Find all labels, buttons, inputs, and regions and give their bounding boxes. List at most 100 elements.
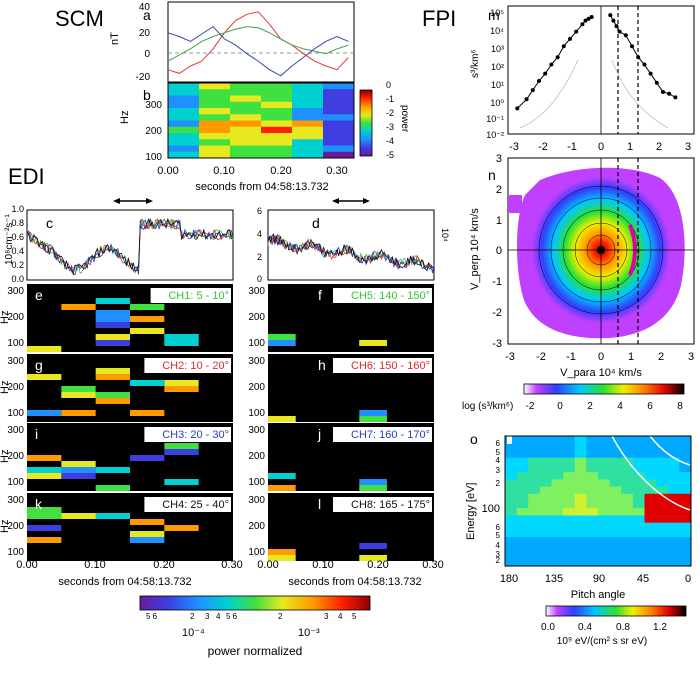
fpi-o-cell bbox=[609, 493, 622, 502]
fpi-o-cell bbox=[551, 515, 564, 524]
edi-spec-cell bbox=[359, 543, 387, 549]
scm-spec-cell bbox=[168, 89, 200, 96]
scm-spec-cell bbox=[261, 108, 293, 115]
fpi-o-cell bbox=[598, 486, 611, 495]
fpi-o-cell bbox=[609, 479, 622, 488]
fpi-title: FPI bbox=[422, 6, 456, 31]
fpi-o-cell bbox=[539, 443, 552, 451]
edi-channel-label-bg bbox=[144, 427, 231, 442]
fpi-o-cell bbox=[609, 436, 622, 444]
edi-c-ytick: 0.0 bbox=[11, 274, 24, 284]
fpi-o-cell bbox=[586, 486, 599, 495]
scm-spec-cell bbox=[230, 126, 262, 134]
fpi-o-cell bbox=[679, 515, 692, 524]
fpi-o-cell bbox=[667, 522, 680, 531]
edi-cb-tick: 2 bbox=[190, 612, 195, 621]
fpi-o-cell bbox=[621, 450, 634, 459]
fpi-o-cell bbox=[609, 508, 622, 516]
fpi-o-cell bbox=[505, 515, 518, 524]
fpi-o-cell bbox=[667, 537, 680, 545]
fpi-o-cell bbox=[528, 479, 541, 488]
fpi-o-cell bbox=[667, 558, 680, 567]
edi-channel-label-bg bbox=[333, 427, 432, 442]
fpi-o-cell bbox=[609, 464, 622, 473]
panel-letter-b: b bbox=[143, 87, 151, 103]
fpi-o-cell bbox=[644, 537, 657, 545]
scm-a-ytick: -20 bbox=[136, 72, 151, 83]
fpi-o-cell bbox=[563, 479, 576, 488]
scm-spec-cell bbox=[292, 133, 324, 140]
scm-spec-cell bbox=[323, 83, 355, 90]
fpi-o-cell bbox=[667, 472, 680, 480]
fpi-o-cell bbox=[679, 464, 692, 473]
scm-spec-cell bbox=[323, 120, 355, 128]
fpi-o-cell bbox=[563, 486, 576, 495]
fpi-o-cell bbox=[505, 522, 518, 531]
scm-spec-cell bbox=[199, 145, 231, 153]
fpi-o-cell bbox=[528, 515, 541, 524]
fpi-o-cell bbox=[632, 486, 645, 495]
fpi-n-xtick: 2 bbox=[658, 351, 664, 363]
scm-xtick: 0.00 bbox=[157, 165, 178, 177]
fpi-o-cell bbox=[667, 436, 680, 444]
fpi-o-cell bbox=[586, 443, 599, 451]
fpi-o-cell bbox=[632, 544, 645, 553]
edi-xtick-right: 0.10 bbox=[312, 559, 333, 571]
fpi-o-cell bbox=[551, 450, 564, 459]
fpi-o-cell bbox=[609, 522, 622, 531]
scm-spec-cell bbox=[261, 95, 293, 103]
fpi-o-cell bbox=[528, 464, 541, 473]
fpi-o-cell bbox=[644, 529, 657, 538]
edi-xtick-left: 0.20 bbox=[153, 559, 174, 571]
edi-spectra: e CH1: 5 - 10° Hz 300 200 100 f CH5: 140 - 150°… bbox=[0, 284, 434, 561]
edi-cb-tick: 4 bbox=[216, 612, 221, 621]
panel-letter-k: k bbox=[35, 496, 43, 512]
edi-channel-label-bg bbox=[333, 497, 432, 512]
scm-spec-cell bbox=[261, 133, 293, 140]
fpi-o-ytick: 100 bbox=[482, 503, 500, 515]
fpi-reduced-distribution bbox=[507, 5, 695, 135]
fpi-o-cell bbox=[586, 436, 599, 444]
edi-spec-cell bbox=[359, 410, 387, 416]
fpi-o-xtick: 45 bbox=[637, 573, 649, 585]
scm-spec-cell bbox=[168, 114, 200, 121]
fpi-o-cell bbox=[632, 522, 645, 531]
edi-spec-ytick: 100 bbox=[7, 547, 24, 558]
edi-cb-tick: 3 bbox=[205, 612, 210, 621]
fpi-o-cell bbox=[516, 436, 529, 444]
scm-spec-cell bbox=[323, 89, 355, 96]
fpi-n-cb-tick: -2 bbox=[526, 401, 535, 412]
scm-title: SCM bbox=[55, 6, 104, 31]
scm-b-ytick: 200 bbox=[145, 126, 162, 137]
edi-c-ytick: 0.8 bbox=[11, 218, 24, 228]
edi-spec-cell bbox=[27, 473, 62, 479]
fpi-o-ytick: 3 bbox=[496, 550, 501, 559]
fpi-o-cell bbox=[644, 464, 657, 473]
fpi-o-cell bbox=[574, 443, 587, 451]
scm-spec-cell bbox=[168, 151, 200, 159]
edi-spec-cell bbox=[61, 386, 96, 392]
scm-a-ytick: 20 bbox=[139, 28, 151, 39]
edi-xtick-right: 0.00 bbox=[257, 559, 278, 571]
scm-spec-cell bbox=[323, 151, 355, 159]
fpi-o-cell bbox=[656, 529, 669, 538]
fpi-o-cell bbox=[586, 515, 599, 524]
fpi-o-ytick: 5 bbox=[496, 448, 501, 457]
fpi-m-ytick: 10⁵ bbox=[490, 8, 504, 18]
fpi-o-cell bbox=[679, 450, 692, 459]
fpi-m-line-right bbox=[609, 14, 676, 98]
fpi-o-cell bbox=[609, 450, 622, 459]
fpi-o-cell bbox=[528, 450, 541, 459]
panel-letter-l: l bbox=[318, 496, 321, 512]
fpi-m-xtick: 3 bbox=[685, 141, 691, 153]
fpi-n-colorbar bbox=[523, 383, 685, 395]
scm-spec-cell bbox=[168, 95, 200, 103]
fpi-o-cell bbox=[667, 457, 680, 466]
fpi-o-cell bbox=[563, 544, 576, 553]
fpi-o-cell bbox=[598, 464, 611, 473]
edi-cb-major: 10⁻⁴ bbox=[182, 627, 205, 639]
fpi-o-cell bbox=[598, 493, 611, 502]
fpi-n-ylabel: V_perp 10⁴ km/s bbox=[469, 208, 481, 290]
scm-spec-cell bbox=[230, 145, 262, 153]
